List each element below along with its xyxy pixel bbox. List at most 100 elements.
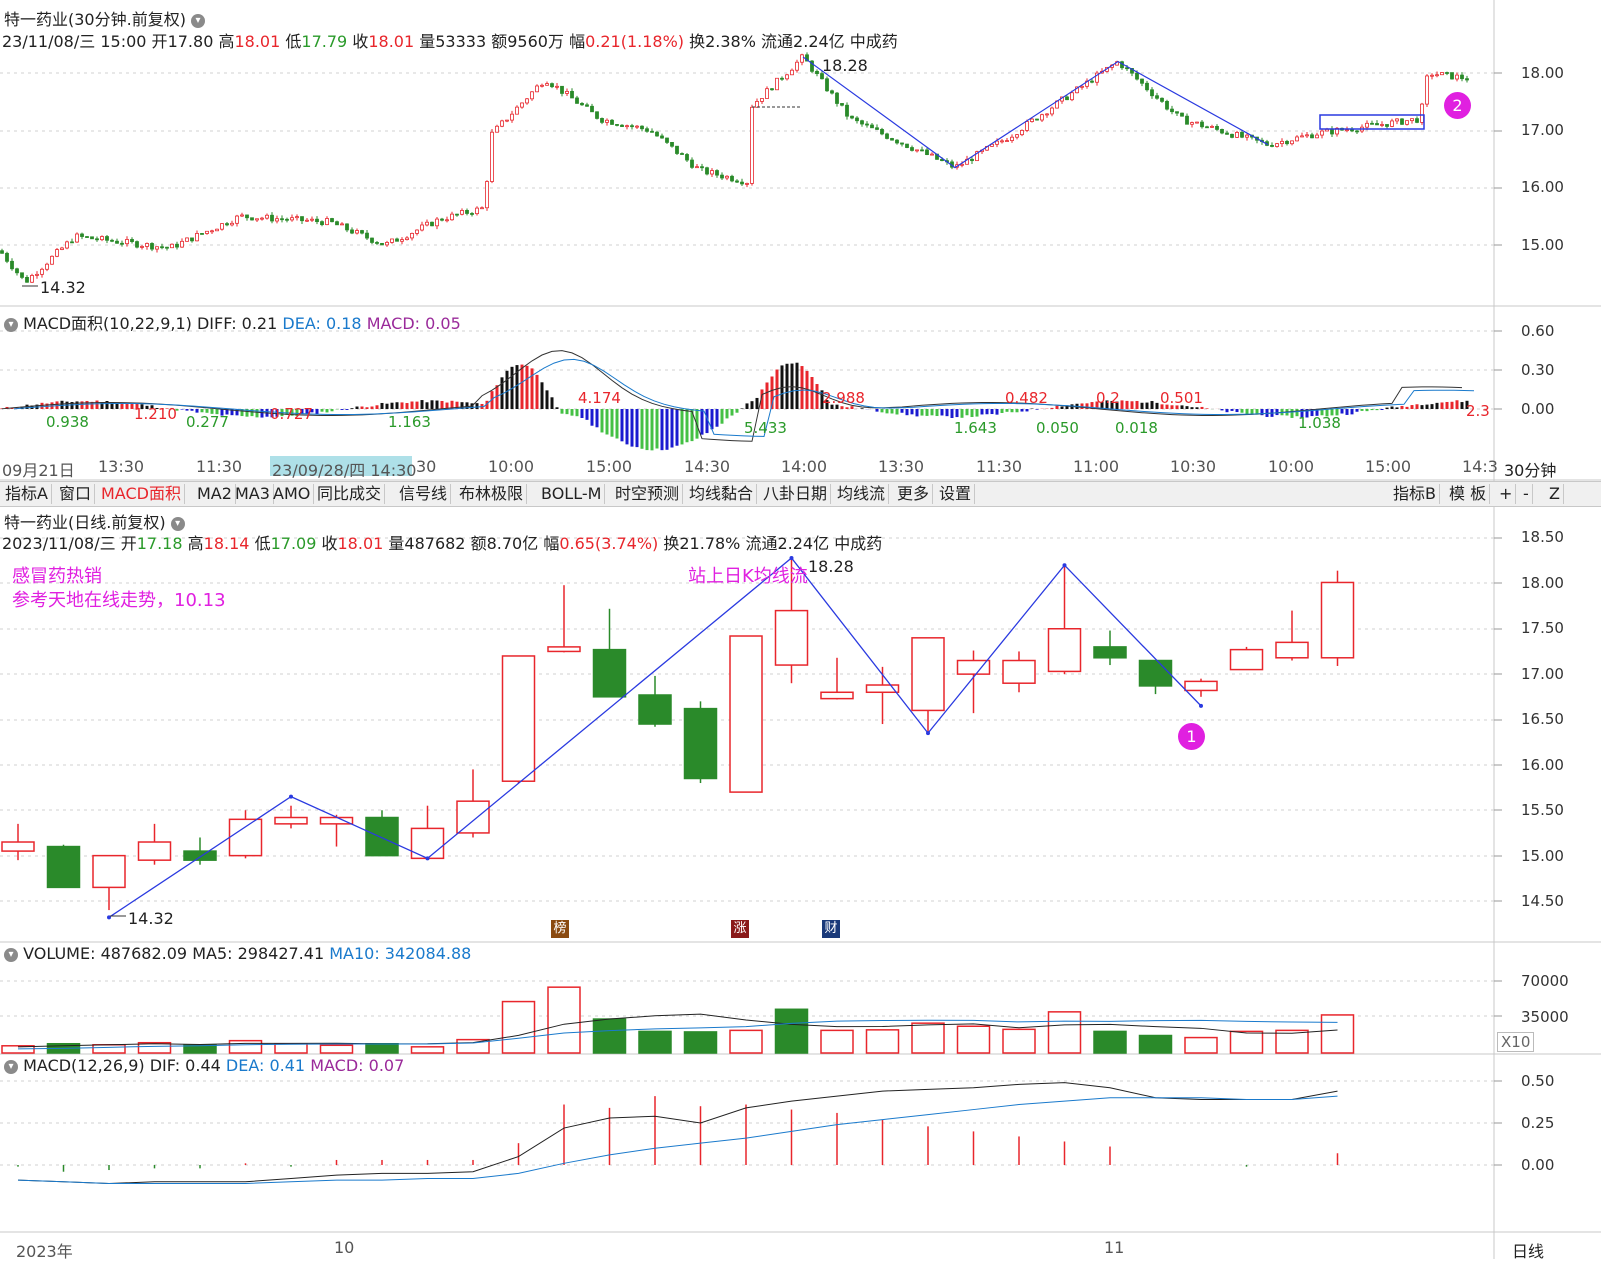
tab-13[interactable]: 均线流 — [834, 484, 890, 504]
macd-dif-line — [17, 1082, 1338, 1184]
intraday-candle-body — [805, 54, 809, 62]
info-amount: 额9560万 — [491, 32, 564, 51]
intraday-candle-body — [1380, 124, 1384, 126]
intraday-candle-body — [1195, 121, 1199, 124]
panel-menu-icon[interactable]: ▾ — [4, 947, 18, 962]
intraday-candle-body — [630, 125, 634, 128]
zigzag-vertex — [926, 731, 930, 736]
daily-y-tick: 18.50 — [1521, 528, 1564, 546]
tab-15[interactable]: 设置 — [936, 484, 976, 504]
intraday-candle-body — [1240, 132, 1244, 138]
intraday-candle-body — [600, 118, 604, 123]
intraday-candle-body — [330, 218, 334, 223]
intraday-candle-body — [675, 145, 679, 154]
intraday-candle-body — [720, 174, 724, 179]
tab-7[interactable]: 信号线 — [396, 484, 452, 504]
tab-right-3[interactable]: - — [1520, 484, 1533, 504]
intraday-candle-body — [200, 233, 204, 235]
intraday-candle-body — [1385, 124, 1389, 127]
badge-finance-icon[interactable]: 财 — [822, 920, 840, 938]
intraday-candle-body — [10, 260, 14, 270]
panel-menu-icon[interactable]: ▾ — [170, 516, 185, 531]
note-center: 站上日K均线流 — [688, 566, 808, 587]
intraday-candle-body — [1050, 107, 1054, 115]
intraday-candle-body — [445, 219, 449, 222]
intraday-candle-body — [1000, 140, 1004, 143]
intraday-candle-body — [810, 60, 814, 72]
intraday-candle-body — [195, 233, 199, 242]
tab-0[interactable]: 指标A — [2, 484, 52, 504]
intraday-candle-body — [1125, 67, 1129, 70]
volume-bar — [547, 986, 581, 1054]
panel-menu-icon[interactable]: ▾ — [4, 317, 18, 332]
daily-candle-body — [1047, 628, 1082, 673]
tab-right-0[interactable]: 指标B — [1390, 484, 1440, 504]
tab-right-1[interactable]: 模 板 — [1446, 484, 1491, 504]
macd-area-dea: DEA: 0.18 — [282, 314, 362, 333]
tab-10[interactable]: 时空预测 — [612, 484, 684, 504]
intraday-candle-body — [205, 230, 209, 234]
tab-1[interactable]: 窗口 — [56, 484, 96, 504]
tab-2[interactable]: MACD面积 — [98, 484, 185, 504]
tab-right-4[interactable]: Z — [1546, 484, 1564, 504]
tab-11[interactable]: 均线黏合 — [686, 484, 758, 504]
tab-3[interactable]: MA2 — [194, 484, 236, 504]
info-close: 18.01 — [368, 32, 415, 51]
tab-14[interactable]: 更多 — [894, 484, 934, 504]
intraday-info-line: 23/11/08/三 15:00 开17.80 高18.01 低17.79 收1… — [2, 32, 898, 51]
badge-list-icon[interactable]: 榜 — [551, 920, 569, 938]
macd-dif: DIF: 0.44 — [149, 1056, 221, 1075]
intraday-candle-body — [250, 217, 254, 221]
intraday-period-label[interactable]: 30分钟 — [1504, 461, 1557, 480]
intraday-candle-body — [930, 153, 934, 156]
tab-9[interactable]: BOLL-M — [538, 484, 606, 504]
tab-8[interactable]: 布林极限 — [456, 484, 528, 504]
volume-bar — [228, 1039, 263, 1054]
intraday-candle-body — [300, 216, 304, 222]
volume-bar — [1047, 1011, 1082, 1054]
intraday-candle-body — [190, 237, 194, 242]
tab-6[interactable]: 同比成交 — [314, 484, 386, 504]
intraday-candle-body — [660, 135, 664, 139]
volume-bar — [820, 1029, 854, 1054]
intraday-candle-body — [1160, 97, 1164, 102]
volume-bar — [137, 1041, 172, 1054]
intraday-candle-body — [1395, 118, 1399, 122]
daily-period-label[interactable]: 日线 — [1512, 1242, 1545, 1261]
panel-menu-icon[interactable]: ▾ — [191, 13, 206, 28]
daily-candle-body — [683, 707, 718, 780]
volume-bar — [501, 1000, 536, 1054]
intraday-candle-body — [30, 275, 34, 283]
intraday-candle-body — [480, 207, 484, 210]
intraday-candle-body — [290, 217, 294, 221]
intraday-candle-body — [1175, 111, 1179, 114]
intraday-candle-body — [55, 249, 59, 257]
intraday-candle-body — [360, 230, 364, 234]
area-label: 0.277 — [186, 413, 229, 431]
date-axis-label: 10 — [334, 1238, 355, 1257]
intraday-candle-body — [1230, 133, 1234, 138]
volume-bar — [638, 1030, 672, 1054]
tab-12[interactable]: 八卦日期 — [760, 484, 832, 504]
intraday-candle-body — [1295, 136, 1299, 142]
macd-dea: DEA: 0.41 — [225, 1056, 306, 1075]
panel-menu-icon[interactable]: ▾ — [4, 1059, 18, 1074]
badge-limit-up-icon[interactable]: 涨 — [731, 920, 749, 938]
daily-candle-body — [1, 841, 35, 852]
intraday-candle-body — [160, 246, 164, 249]
intraday-candle-body — [20, 272, 24, 278]
intraday-candle-body — [75, 233, 79, 243]
tab-4[interactable]: MA3 — [232, 484, 274, 504]
time-axis-label: 13:30 — [878, 457, 925, 476]
intraday-candle-body — [1400, 118, 1404, 125]
intraday-candle-body — [705, 167, 709, 175]
intraday-candle-body — [1190, 122, 1194, 125]
intraday-candle-body — [420, 224, 424, 231]
tab-5[interactable]: AMO — [270, 484, 315, 504]
volume-bar — [1229, 1030, 1264, 1054]
time-axis-label: 13:30 — [98, 457, 145, 476]
tab-right-2[interactable]: + — [1496, 484, 1517, 504]
daily-low-marker: 14.32 — [128, 909, 174, 928]
intraday-candle-body — [40, 268, 44, 275]
daily-candle-body — [501, 655, 536, 782]
